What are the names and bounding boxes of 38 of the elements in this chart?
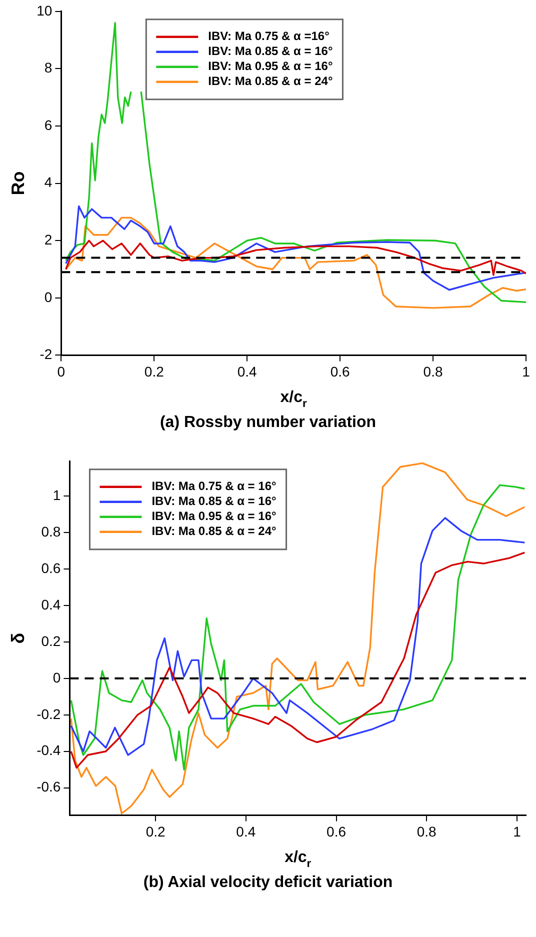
y-tick-label: 4: [44, 174, 52, 190]
y-tick-label: 6: [44, 116, 52, 133]
y-tick-label: -0.4: [36, 742, 61, 758]
y-tick-label: 8: [44, 60, 52, 76]
legend-label: IBV: Ma 0.75 & α =16°: [208, 29, 330, 44]
legend-label: IBV: Ma 0.85 & α = 24°: [208, 74, 333, 88]
x-tick-label: 1: [522, 363, 530, 380]
x-tick-label: 0.4: [236, 823, 256, 840]
text: (a) Rossby number variation: [158, 414, 378, 432]
x-tick-label: 0.6: [326, 823, 346, 840]
y-axis-title: δ: [8, 632, 28, 644]
text: (b) Axial velocity deficit variation: [142, 874, 394, 892]
y-tick-label: -2: [40, 346, 52, 362]
x-tick-label: 0.8: [423, 363, 443, 380]
x-tick-label: 0.2: [144, 363, 164, 380]
y-tick-label: 0.4: [41, 596, 61, 612]
y-tick-label: 0.8: [41, 523, 61, 540]
y-tick-label: 0.2: [41, 632, 61, 649]
legend-label: IBV: Ma 0.85 & α = 24°: [152, 524, 276, 538]
y-tick-label: -0.2: [36, 706, 61, 722]
x-tick-label: 0.2: [146, 823, 166, 840]
legend-label: IBV: Ma 0.95 & α = 16°: [208, 59, 333, 74]
legend-label: IBV: Ma 0.95 & α = 16°: [152, 509, 276, 524]
x-tick-label: 1: [513, 823, 522, 840]
y-axis-title: Ro: [8, 171, 28, 196]
y-tick-label: 10: [36, 2, 52, 18]
y-tick-label: -0.6: [36, 778, 61, 795]
x-tick-label: 0.4: [237, 363, 258, 380]
y-tick-label: 0.6: [41, 560, 61, 576]
x-tick-label: 0.6: [330, 363, 350, 380]
legend-label: IBV: Ma 0.75 & α = 16°: [152, 479, 276, 494]
y-tick-label: 0: [44, 288, 52, 305]
legend-label: IBV: Ma 0.85 & α = 16°: [152, 494, 276, 508]
y-tick-label: 1: [52, 486, 61, 503]
y-tick-label: 0: [52, 669, 61, 686]
legend-label: IBV: Ma 0.85 & α = 16°: [208, 44, 333, 58]
y-tick-label: 2: [44, 231, 52, 248]
x-tick-label: 0.8: [416, 823, 437, 840]
